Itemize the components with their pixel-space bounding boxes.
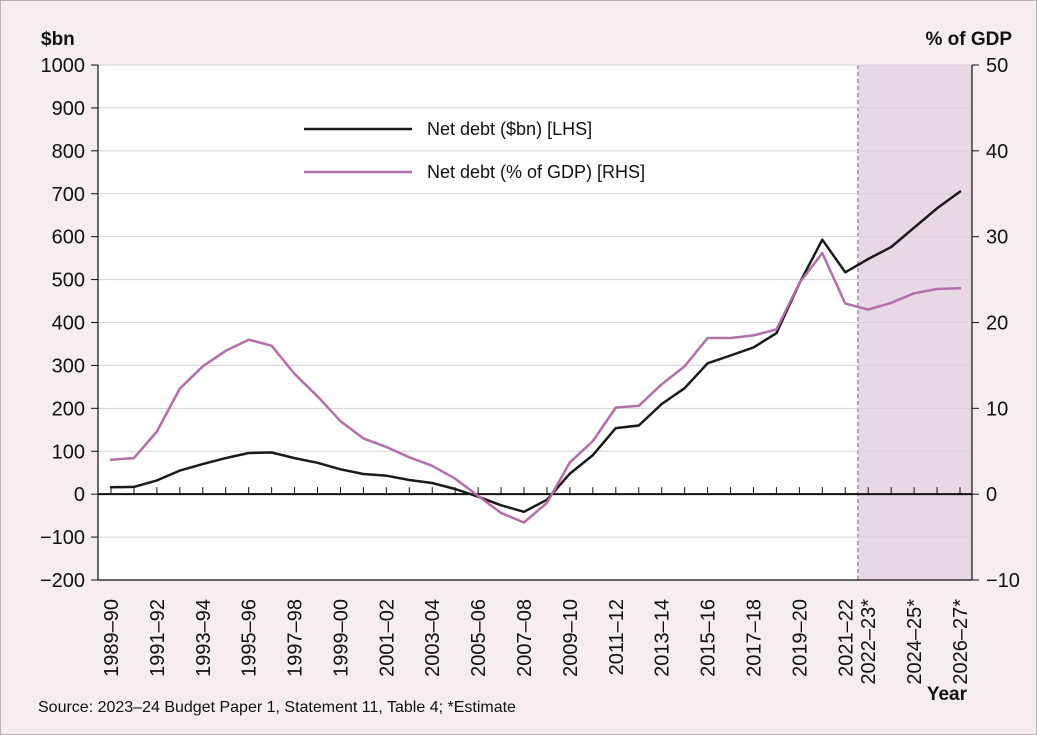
series-lines	[109, 190, 962, 524]
x-tick-label: 2005–06	[468, 599, 490, 677]
y-right-tick-label: −10	[986, 570, 1020, 592]
y-right-tick-label: 50	[986, 55, 1008, 77]
x-tick-label: 1995–96	[239, 599, 261, 677]
x-tick-label: 2003–04	[422, 599, 444, 677]
series-line-net-debt-gdp	[109, 251, 962, 524]
x-tick-label: 2001–02	[376, 599, 398, 677]
legend-label-net-debt-gdp: Net debt (% of GDP) [RHS]	[427, 162, 645, 182]
y-left-tick-label: 900	[52, 98, 85, 120]
y-left-tick-label: 300	[52, 355, 85, 377]
x-tick-label: 2019–20	[789, 599, 811, 677]
y-right-tick-label: 30	[986, 227, 1008, 249]
x-tick-label: 1993–94	[193, 599, 215, 677]
x-axis-title: Year	[927, 684, 968, 705]
x-tick-label: 2009–10	[560, 599, 582, 677]
y-left-axis-title: $bn	[41, 29, 75, 50]
x-tick-label: 2026–27*	[950, 599, 972, 685]
y-left-tick-label: 400	[52, 313, 85, 335]
y-right-tick-label: 10	[986, 398, 1008, 420]
y-left-tick-label: 500	[52, 270, 85, 292]
y-left-tick-label: 800	[52, 141, 85, 163]
x-tick-label: 2021–22	[835, 599, 857, 677]
x-tick-label: 1991–92	[147, 599, 169, 677]
x-tick-label: 2022–23*	[858, 599, 880, 685]
y-left-tick-label: 700	[52, 184, 85, 206]
source-note: Source: 2023–24 Budget Paper 1, Statemen…	[38, 699, 516, 716]
series-line-net-debt-bn	[109, 190, 962, 514]
x-tick-label: 1989–90	[101, 599, 123, 677]
x-tick-label: 2024–25*	[904, 599, 926, 685]
y-left-tick-label: 200	[52, 398, 85, 420]
y-left-tick-label: −200	[40, 570, 85, 592]
x-tick-label: 1997–98	[285, 599, 307, 677]
x-tick-label: 2015–16	[698, 599, 720, 677]
x-tick-label: 2011–12	[606, 599, 628, 675]
tick-labels: 10009008007006005004003002001000−100−200…	[40, 55, 1020, 685]
x-tick-label: 2013–14	[652, 599, 674, 677]
y-right-tick-label: 40	[986, 141, 1008, 163]
y-right-tick-label: 20	[986, 313, 1008, 335]
y-left-tick-label: −100	[40, 527, 85, 549]
x-tick-label: 2007–08	[514, 599, 536, 677]
axes	[91, 64, 979, 581]
y-left-tick-label: 0	[74, 484, 85, 506]
legend-label-net-debt-bn: Net debt ($bn) [LHS]	[427, 119, 592, 139]
legend: Net debt ($bn) [LHS] Net debt (% of GDP)…	[304, 119, 645, 182]
y-left-tick-label: 1000	[41, 55, 86, 77]
y-left-tick-label: 600	[52, 227, 85, 249]
y-right-axis-title: % of GDP	[925, 29, 1012, 50]
y-right-tick-label: 0	[986, 484, 997, 506]
y-left-tick-label: 100	[52, 441, 85, 463]
x-tick-label: 1999–00	[330, 599, 352, 677]
x-tick-label: 2017–18	[743, 599, 765, 677]
